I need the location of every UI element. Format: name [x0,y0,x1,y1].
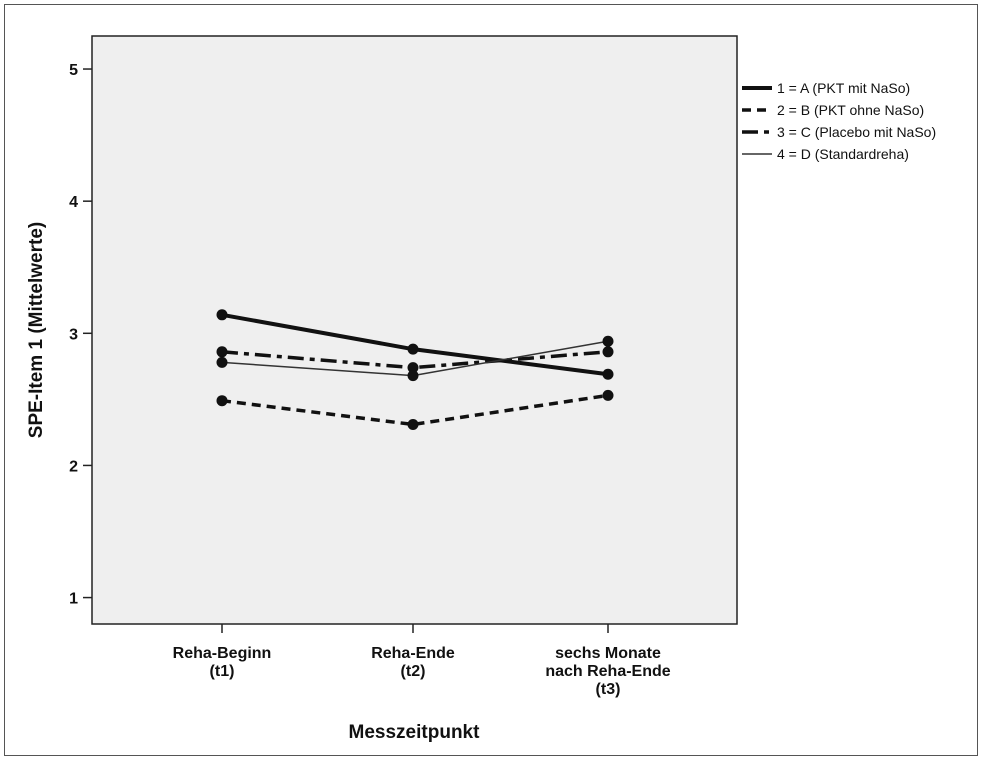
y-axis-title: SPE-Item 1 (Mittelwerte) [26,222,47,438]
data-point [407,418,419,430]
data-point [602,346,614,358]
data-point [407,362,419,374]
data-point [602,335,614,347]
series-line [221,393,609,427]
legend-label: 3 = C (Placebo mit NaSo) [777,124,936,140]
series-1 [216,309,614,380]
legend-label: 1 = A (PKT mit NaSo) [777,80,910,96]
x-tick-label: sechs Monate nach Reha-Ende (t3) [545,645,670,698]
figure-frame [4,4,978,756]
y-tick-label: 5 [69,62,78,79]
x-tick-label-line: (t1) [210,663,235,680]
data-point [407,370,419,382]
x-tick-label-line: (t3) [596,681,621,698]
legend-label: 4 = D (Standardreha) [777,146,909,162]
data-point [407,343,419,355]
x-tick-label-line: Reha-Beginn [173,645,272,662]
y-axis: 1 2 3 4 5 [69,62,92,608]
y-tick-label: 4 [69,194,78,211]
data-point [602,368,614,380]
x-tick-label-line: nach Reha-Ende [545,663,670,680]
data-point [216,395,228,407]
y-tick-label: 2 [69,458,78,475]
data-point [602,389,614,401]
x-axis-title: Messzeitpunkt [349,722,481,743]
legend-label: 2 = B (PKT ohne NaSo) [777,102,924,118]
y-tick-label: 3 [69,326,78,343]
x-tick-label-line: (t2) [401,663,426,680]
x-tick-label: Reha-Beginn (t1) [173,645,272,680]
data-point [216,346,228,358]
y-tick-label: 1 [69,591,78,608]
data-point [216,356,228,368]
series-layer [216,309,614,430]
x-tick-label-line: sechs Monate [555,645,661,662]
series-2 [216,389,614,430]
legend: 1 = A (PKT mit NaSo) 2 = B (PKT ohne NaSo… [742,80,936,162]
plot-area [91,35,738,625]
x-tick-label: Reha-Ende (t2) [371,645,455,680]
series-4 [216,335,614,382]
x-axis: Reha-Beginn (t1) Reha-Ende (t2) sechs Monate… [173,624,671,698]
x-tick-label-line: Reha-Ende [371,645,455,662]
data-point [216,309,228,321]
series-3 [216,346,614,374]
